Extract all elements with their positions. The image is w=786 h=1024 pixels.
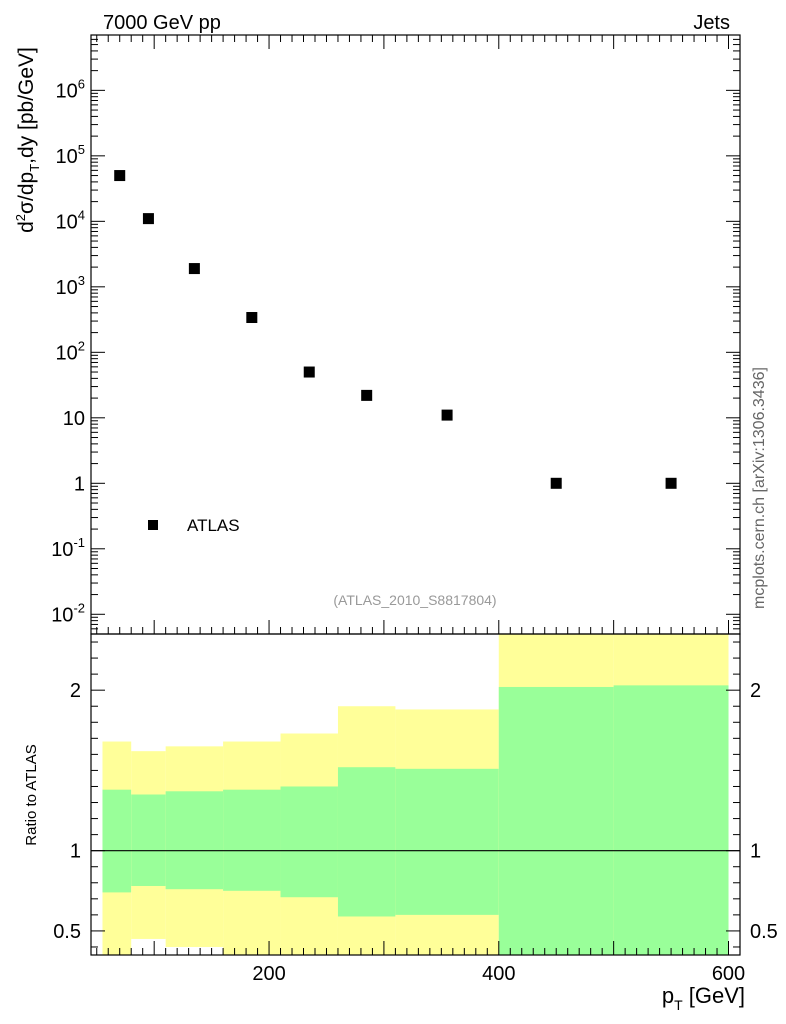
x-axis-label: pT [GeV] (662, 983, 745, 1013)
data-point (114, 170, 126, 182)
upper-frame (90, 34, 741, 635)
inner-band-bin-2 (165, 791, 224, 890)
upper-ytick-label: 102 (56, 338, 85, 364)
upper-axes: 10-2 10-1 1 10 102 103 104 105 106 (51, 34, 741, 635)
upper-ytick-label: 1 (74, 473, 85, 495)
data-point (441, 409, 453, 421)
legend-label: ATLAS (187, 516, 240, 535)
upper-ytick-label: 10-2 (51, 600, 85, 626)
data-point (665, 477, 677, 489)
inner-band-bin-4 (280, 786, 338, 898)
inner-band-bin-8 (613, 685, 729, 955)
inner-band-bin-6 (395, 768, 499, 915)
upper-ytick-label: 10-1 (51, 535, 85, 561)
upper-ytick-label: 103 (56, 273, 85, 299)
data-point (361, 389, 373, 401)
lower-y-axis-label: Ratio to ATLAS (23, 744, 40, 845)
lower-axes: 0.5 0.5 1 1 2 2 200 400 600 (53, 633, 778, 985)
lower-ytick-label-left: 1 (70, 841, 81, 863)
data-point (246, 312, 258, 324)
x-tick-label: 400 (482, 963, 515, 985)
inner-band-bin-5 (337, 767, 396, 917)
header-right: Jets (693, 12, 730, 34)
ratio-bands (91, 634, 740, 955)
upper-y-axis-label: d2σ/dpT,dy [pb/GeV] (13, 47, 42, 233)
lower-ytick-label-left: 0.5 (53, 921, 81, 943)
x-tick-label: 200 (252, 963, 285, 985)
data-point (550, 477, 562, 489)
analysis-tag: (ATLAS_2010_S8817804) (333, 592, 496, 608)
inner-band-bin-1 (131, 794, 166, 886)
inner-band-bin-0 (102, 789, 132, 893)
lower-ytick-label-right: 1 (750, 841, 761, 863)
data-point (303, 366, 315, 378)
upper-ytick-label: 105 (56, 142, 85, 168)
upper-ytick-label: 106 (56, 76, 85, 102)
lower-ytick-label-left: 2 (70, 680, 81, 702)
inner-band-bin-7 (498, 686, 614, 955)
data-point (142, 213, 154, 225)
inner-band-bin-3 (223, 789, 281, 891)
legend-marker (148, 520, 158, 530)
data-point (188, 263, 200, 275)
lower-frame (90, 633, 741, 956)
upper-ytick-label: 10 (63, 408, 85, 430)
x-tick-label: 600 (712, 963, 745, 985)
header-left: 7000 GeV pp (103, 12, 221, 34)
watermark: mcplots.cern.ch [arXiv:1306.3436] (751, 367, 768, 609)
lower-ytick-label-right: 2 (750, 680, 761, 702)
lower-ytick-label-right: 0.5 (750, 921, 778, 943)
upper-ytick-label: 104 (56, 207, 85, 233)
data-markers (114, 170, 677, 489)
